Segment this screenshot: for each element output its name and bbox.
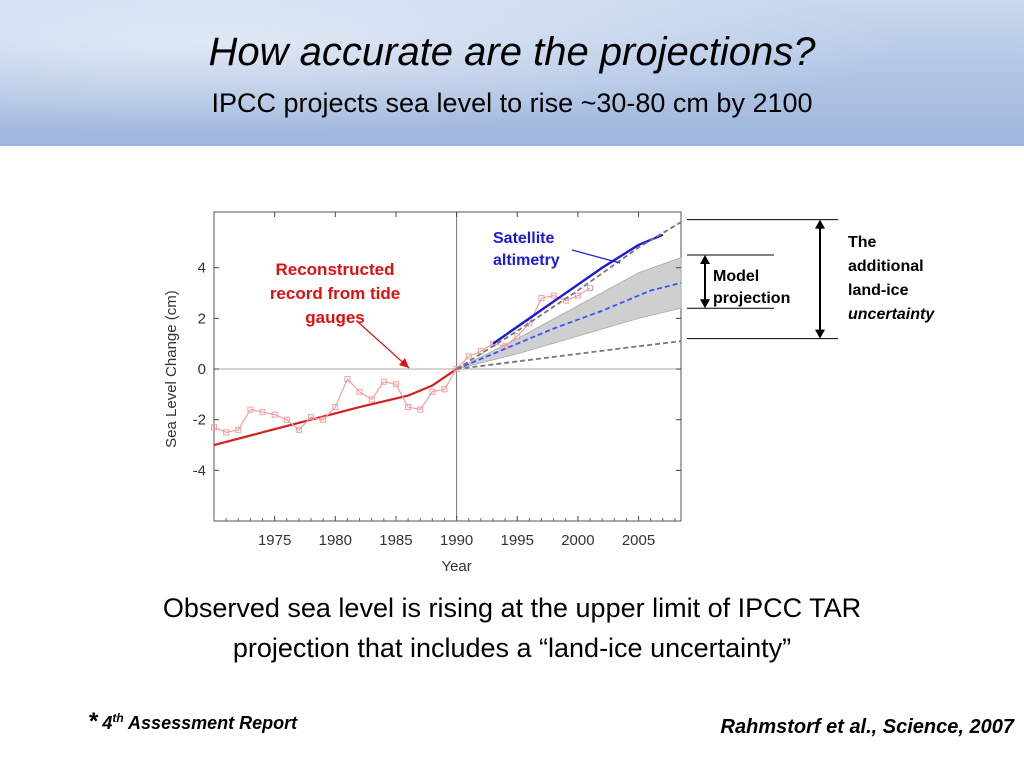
tide-gauge-label-line: Reconstructed [275,260,395,279]
land-ice-annotation: The additional land-ice uncertainty [848,231,978,327]
tide-gauge-point [574,292,581,299]
slide-caption: Observed sea level is rising at the uppe… [40,588,984,668]
tide-gauge-point [295,426,302,433]
tide-gauge-arrowhead [399,358,409,368]
tide-gauge-point [320,416,327,423]
satellite-annotation: Satellite altimetry [493,228,593,272]
tide-gauge-point [429,388,436,395]
slide-subtitle: IPCC projects sea level to rise ~30-80 c… [211,88,813,118]
land-ice-label-line: additional [848,258,924,275]
series-line-4 [456,221,682,370]
tide-gauge-point [259,409,266,416]
model-label-line: projection [713,290,791,307]
tide-gauge-point [441,386,448,393]
plot-frame [213,211,682,522]
x-axis-label: Year [441,558,471,575]
y-tick-label: 0 [198,361,206,378]
x-tick-label: 1980 [319,532,352,549]
satellite-label-line: Satellite [493,230,555,247]
tide-gauge-pointer [357,321,410,369]
footnote: * 4th Assessment Report [88,708,297,736]
y-tick-label: 4 [198,260,206,277]
land-ice-label-line: land-ice [848,282,909,299]
banner-gradient [0,0,1024,146]
tide-gauge-point [550,292,557,299]
tide-gauge-label-line: gauges [305,308,365,327]
footnote-number: 4 [102,713,113,733]
title-banner: How accurate are the projections? IPCC p… [0,0,1024,146]
tide-gauge-point [271,411,278,418]
series-line-0 [213,368,458,447]
model-arrowhead-down [700,299,710,309]
satellite-label-line: altimetry [493,252,560,269]
citation: Rahmstorf et al., Science, 2007 [720,716,1014,738]
model-arrowhead-up [700,255,710,265]
tide-gauge-point [356,388,363,395]
series-line-5 [456,340,682,370]
tide-gauge-point [235,426,242,433]
tide-gauge-point [587,284,594,291]
tide-gauge-point [514,333,521,340]
tide-gauge-point [538,295,545,302]
tide-gauge-point [344,376,351,383]
footnote-star: * [88,708,98,735]
tide-gauge-point [380,378,387,385]
slide-title: How accurate are the projections? [208,30,816,74]
tide-gauge-point [368,396,375,403]
y-tick-label: -4 [193,462,206,479]
tide-gauge-point [332,404,339,411]
tide-gauge-point [526,320,533,327]
y-axis-label: Sea Level Change (cm) [163,290,180,448]
tide-gauge-label-line: record from tide [269,284,401,303]
series-line-2 [492,233,664,345]
x-tick-label: 1990 [440,532,473,549]
caption-line: projection that includes a “land-ice unc… [232,633,792,663]
caption-line: Observed sea level is rising at the uppe… [162,593,862,623]
y-tick-label: 2 [198,310,206,327]
series-line-3 [456,282,682,370]
tide-gauge-point [417,406,424,413]
ice-arrowhead-down [815,329,825,339]
tide-gauge-point [405,404,412,411]
x-tick-label: 1995 [501,532,534,549]
tide-gauge-point [247,406,254,413]
land-ice-label-line: The [848,234,877,251]
footnote-superscript: th [112,711,124,725]
tide-gauge-point [392,381,399,388]
sea-level-chart: 1975 1980 1985 1990 1995 2000 2005 -4 -2 0 2 4 Year S… [163,211,838,575]
tide-gauge-point [308,414,315,421]
footnote-text: Assessment Report [128,713,298,733]
x-tick-label: 2005 [622,532,655,549]
model-label-line: Model [713,268,760,285]
x-tick-label: 1975 [258,532,291,549]
tide-gauge-point [223,429,230,436]
model-projection-annotation: Model projection [713,266,823,310]
satellite-pointer [571,249,621,264]
tide-gauge-point [283,416,290,423]
tide-gauge-annotation: Reconstructed record from tide gauges [245,258,425,330]
y-tick-label: -2 [193,412,206,429]
tide-gauge-point [211,424,217,431]
x-tick-label: 2000 [561,532,594,549]
tide-gauge-point [465,353,472,360]
ice-arrowhead-up [815,219,825,229]
land-ice-label-line: uncertainty [848,306,935,323]
x-tick-label: 1985 [379,532,412,549]
